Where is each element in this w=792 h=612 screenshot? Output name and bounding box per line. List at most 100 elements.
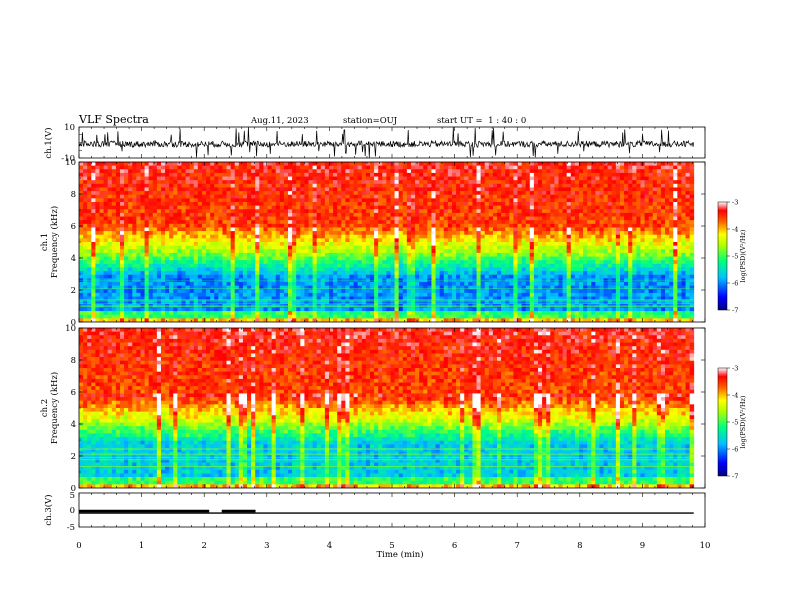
spectrogram-cell [365, 191, 371, 196]
spectrogram-cell [369, 169, 375, 174]
spectrogram-cell [79, 260, 84, 265]
spectrogram-cell [660, 260, 666, 265]
spectrogram-cell [492, 260, 498, 265]
spectrogram-cell [677, 202, 682, 207]
spectrogram-cell [410, 202, 416, 207]
spectrogram-cell [542, 263, 547, 268]
spectrogram-cell [599, 220, 604, 225]
spectrogram-cell [341, 263, 346, 268]
spectrogram-cell [288, 169, 293, 174]
spectrogram-cell [148, 249, 154, 254]
spectrogram-cell [230, 267, 236, 272]
spectrogram-cell [193, 191, 199, 196]
spectrogram-cell [177, 223, 182, 228]
spectrogram-cell [591, 231, 596, 236]
spectrogram-cell [501, 172, 506, 177]
spectrogram-cell [275, 274, 281, 279]
spectrogram-cell [464, 238, 469, 243]
spectrogram-cell [611, 263, 617, 268]
spectrogram-cell [111, 209, 117, 214]
spectrogram-cell [513, 202, 518, 207]
spectrogram-cell [365, 165, 371, 170]
spectrogram-cell [562, 194, 568, 199]
spectrogram-cell [292, 205, 297, 210]
spectrogram-cell [115, 194, 121, 199]
spectrogram-cell [152, 216, 158, 221]
spectrogram-cell [263, 249, 268, 254]
spectrogram-cell [615, 245, 621, 250]
spectrogram-cell [119, 198, 125, 203]
ch1-waveform-trace [79, 127, 695, 158]
spectrogram-cell [308, 267, 313, 272]
spectrogram-cell [361, 180, 367, 185]
spectrogram-cell [328, 245, 334, 250]
spectrogram-cell [152, 263, 158, 268]
spectrogram-cell [521, 220, 527, 225]
spectrogram-cell [189, 187, 195, 192]
spectrogram-cell [140, 216, 145, 221]
spectrogram-cell [476, 274, 482, 279]
spectrogram-cell [136, 172, 141, 177]
spectrogram-cell [242, 202, 248, 207]
spectrogram-cell [578, 245, 584, 250]
spectrogram-cell [251, 227, 256, 232]
spectrogram-cell [570, 242, 576, 247]
spectrogram-cell [611, 212, 617, 217]
spectrogram-cell [632, 162, 637, 167]
spectrogram-cell [316, 194, 322, 199]
spectrogram-cell [554, 162, 559, 167]
spectrogram-cell [382, 263, 387, 268]
spectrogram-cell [251, 245, 256, 250]
spectrogram-cell [374, 227, 379, 232]
spectrogram-cell [427, 234, 432, 239]
spectrogram-cell [673, 169, 678, 174]
spectrogram-cell [169, 191, 174, 196]
spectrogram-cell [435, 169, 441, 174]
spectrogram-cell [214, 245, 219, 250]
spectrogram-cell [431, 165, 436, 170]
spectrogram-cell [87, 180, 92, 185]
spectrogram-cell [480, 176, 486, 181]
spectrogram-cell [587, 274, 592, 279]
spectrogram-cell [263, 242, 268, 247]
spectrogram-cell [251, 187, 256, 192]
spectrogram-cell [140, 223, 145, 228]
spectrogram-cell [111, 267, 117, 272]
spectrogram-cell [267, 234, 273, 239]
spectrogram-cell [562, 274, 568, 279]
spectrogram-cell [669, 180, 674, 185]
spectrogram-cell [513, 180, 518, 185]
spectrogram-cell [566, 267, 572, 272]
spectrogram-cell [583, 202, 588, 207]
spectrogram-cell [341, 249, 346, 254]
spectrogram-cell [312, 249, 318, 254]
spectrogram-cell [591, 216, 596, 221]
spectrogram-cell [677, 220, 682, 225]
spectrogram-cell [517, 176, 523, 181]
spectrogram-cell [415, 187, 420, 192]
spectrogram-cell [607, 162, 613, 167]
spectrogram-cell [681, 245, 686, 250]
spectrogram-cell [349, 172, 354, 177]
spectrogram-cell [234, 198, 240, 203]
spectrogram-cell [300, 263, 305, 268]
spectrogram-cell [193, 242, 199, 247]
spectrogram-cell [185, 234, 191, 239]
spectrogram-cell [685, 209, 691, 214]
spectrogram-cell [136, 223, 141, 228]
spectrogram-cell [665, 165, 670, 170]
spectrogram-cell [517, 165, 523, 170]
spectrogram-cell [435, 252, 441, 257]
spectrogram-cell [435, 180, 441, 185]
spectrogram-cell [398, 169, 404, 174]
spectrogram-cell [390, 176, 395, 181]
spectrogram-cell [542, 231, 547, 236]
spectrogram-cell [259, 212, 264, 217]
spectrogram-cell [115, 205, 121, 210]
spectrogram-cell [271, 187, 277, 192]
spectrogram-cell [591, 249, 596, 254]
spectrogram-cell [333, 278, 338, 283]
spectrogram-cell [550, 169, 555, 174]
spectrogram-cell [484, 231, 490, 236]
spectrogram-cell [279, 223, 285, 228]
